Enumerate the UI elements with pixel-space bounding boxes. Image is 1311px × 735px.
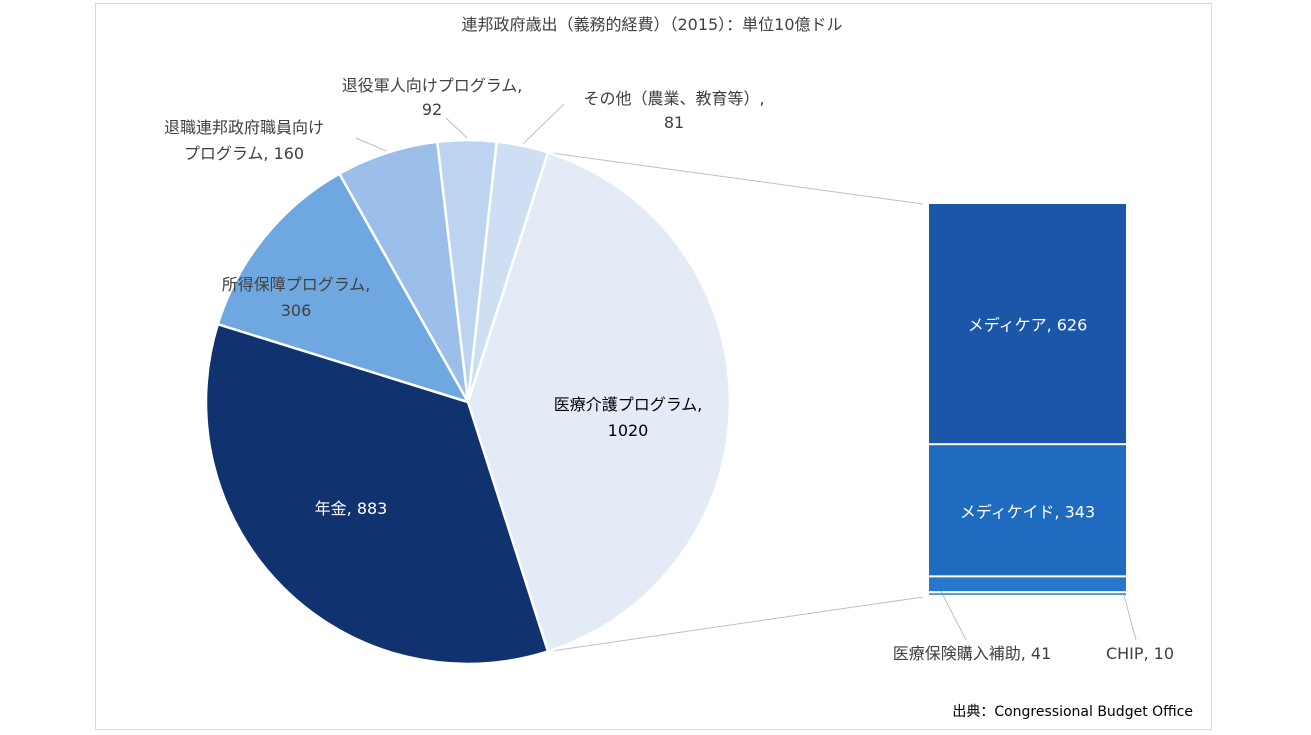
pie-label-退役軍人向けプログラム: 退役軍人向けプログラム, bbox=[342, 76, 523, 95]
bar-label-医療保険購入補助: 医療保険購入補助, 41 bbox=[893, 644, 1052, 663]
leader-line-退役軍人向けプログラム bbox=[445, 117, 468, 139]
pie-label-退職連邦政府職員向けプログラム: 退職連邦政府職員向け bbox=[164, 118, 324, 137]
bar-label-メディケア: メディケア, 626 bbox=[968, 316, 1088, 335]
chart-frame bbox=[95, 3, 1212, 730]
pie-label-value-その他-農業-教育等-: 81 bbox=[664, 113, 684, 132]
pie-slice-その他-農業-教育等- bbox=[466, 140, 550, 403]
source-note: 出典：Congressional Budget Office bbox=[952, 704, 1193, 720]
connector-line-top bbox=[547, 152, 924, 205]
pie-label-年金: 年金, 883 bbox=[315, 499, 388, 518]
pie-slice-医療介護プログラム bbox=[466, 150, 732, 654]
data-labels: 医療介護プログラム, 1020 年金, 883 所得保障プログラム, 306 退職連邦政府… bbox=[164, 76, 1174, 663]
pie-label-value-所得保障プログラム: 306 bbox=[281, 301, 312, 320]
chart-title: 連邦政府歳出（義務的経費）（2015）：単位10億ドル bbox=[461, 15, 842, 34]
leader-line-退職連邦政府職員向けプログラム bbox=[355, 137, 387, 152]
pie-slice-年金 bbox=[204, 322, 550, 666]
pie-slice-所得保障プログラム bbox=[216, 172, 471, 405]
bar-segment-医療保険購入補助 bbox=[929, 577, 1126, 592]
leader-lines bbox=[355, 103, 1137, 641]
bar-label-メディケイド: メディケイド, 343 bbox=[960, 502, 1095, 521]
pie-label-value-退職連邦政府職員向けプログラム: プログラム, 160 bbox=[184, 144, 304, 163]
leader-line-その他-農業-教育等- bbox=[522, 103, 565, 145]
bar-segment-メディケイド bbox=[929, 445, 1126, 576]
leader-line-CHIP bbox=[1123, 594, 1137, 641]
connector-line-bottom bbox=[547, 596, 924, 652]
pie-label-value-退役軍人向けプログラム: 92 bbox=[422, 100, 442, 119]
bar-label-CHIP: CHIP, 10 bbox=[1106, 644, 1174, 663]
pie-label-医療介護プログラム: 医療介護プログラム, bbox=[554, 395, 703, 414]
pie-slices bbox=[204, 138, 732, 666]
connector-lines bbox=[547, 152, 924, 652]
bar-segments bbox=[929, 204, 1126, 595]
leader-line-医療保険購入補助 bbox=[939, 589, 967, 641]
pie-label-value-医療介護プログラム: 1020 bbox=[608, 421, 649, 440]
bar-segment-メディケア bbox=[929, 204, 1126, 444]
pie-label-所得保障プログラム: 所得保障プログラム, bbox=[222, 275, 371, 294]
bar-segment-CHIP bbox=[929, 593, 1126, 595]
pie-label-その他-農業-教育等-: その他（農業、教育等）, bbox=[583, 89, 764, 108]
